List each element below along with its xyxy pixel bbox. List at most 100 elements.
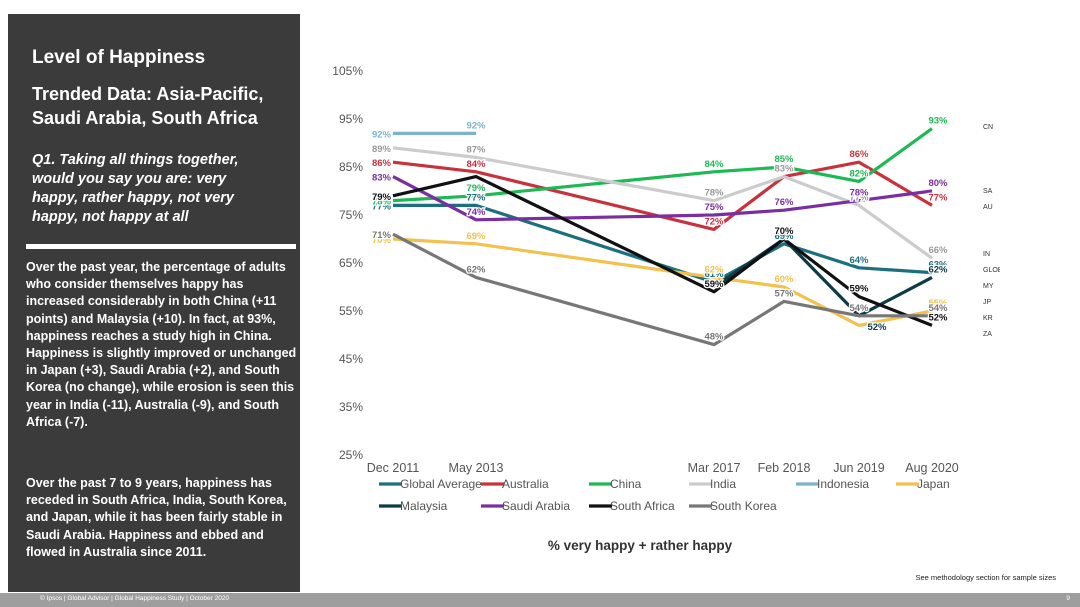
data-label: 77% — [372, 201, 392, 212]
country-code-label: CN — [983, 124, 993, 131]
x-tick-label: Mar 2017 — [688, 461, 741, 475]
series-line-saudi-arabia — [392, 175, 933, 222]
data-label: 54% — [928, 303, 948, 314]
data-label: 59% — [704, 279, 724, 290]
y-tick-label: 45% — [339, 352, 363, 366]
series-line-south-africa — [392, 175, 933, 327]
divider — [26, 244, 296, 249]
data-label: 83% — [774, 164, 794, 175]
data-label: 69% — [774, 231, 794, 242]
legend-label: India — [710, 477, 736, 491]
country-code-label: GLOBAL — [983, 267, 1000, 274]
data-label: 86% — [372, 158, 392, 169]
legend-label: China — [610, 477, 642, 491]
happiness-line-chart: 25% 35% 45% 55% 65% 75% 85% 95% 105% Dec 2011 May … — [332, 64, 1000, 513]
series-line-japan — [392, 237, 933, 327]
data-label: 79% — [466, 183, 486, 194]
legend-item-indonesia: Indonesia — [796, 477, 869, 491]
page-title: Level of Happiness — [32, 47, 206, 68]
data-label: 78% — [849, 188, 869, 199]
methodology-note: See methodology section for sample sizes — [915, 573, 1057, 582]
data-label: 64% — [849, 255, 869, 266]
legend-label: Japan — [917, 477, 950, 491]
data-label: 93% — [928, 116, 948, 127]
legend-item-india: India — [689, 477, 736, 491]
data-label: 66% — [928, 245, 948, 256]
x-tick-label: Feb 2018 — [758, 461, 811, 475]
data-label: 74% — [466, 207, 486, 218]
data-label: 84% — [466, 159, 486, 170]
data-label: 52% — [928, 312, 948, 323]
data-label: 79% — [372, 192, 392, 203]
data-label: 86% — [849, 149, 869, 160]
data-label: 63% — [928, 260, 948, 271]
data-label: 89% — [372, 144, 392, 155]
data-label: 82% — [849, 168, 869, 179]
series-line-australia — [392, 160, 933, 231]
data-label: 61% — [704, 269, 724, 280]
legend-item-south-korea: South Korea — [689, 499, 777, 513]
data-label: 78% — [372, 197, 392, 208]
data-label: 59% — [849, 284, 869, 295]
legend-label: South Africa — [610, 499, 675, 513]
legend-label: Indonesia — [817, 477, 869, 491]
summary-paragraph-1: Over the past year, the percentage of ad… — [26, 260, 297, 429]
data-label: 55% — [928, 298, 948, 309]
data-label: 78% — [704, 188, 724, 199]
data-label: 87% — [466, 144, 486, 155]
series-line-china — [392, 127, 933, 203]
data-label: 60% — [774, 274, 794, 285]
data-label: 62% — [704, 264, 724, 275]
data-label: 69% — [466, 231, 486, 242]
footer-source: © Ipsos | Global Advisor | Global Happin… — [40, 595, 230, 602]
data-label: 75% — [704, 202, 724, 213]
legend-item-china: China — [589, 477, 642, 491]
summary-paragraph-2: Over the past 7 to 9 years, happiness ha… — [26, 476, 287, 559]
y-tick-label: 105% — [332, 64, 363, 78]
legend-item-global-average: Global Average — [379, 477, 482, 491]
data-label: 77% — [466, 192, 486, 203]
data-label: 48% — [704, 332, 724, 343]
data-label: 54% — [849, 303, 869, 314]
legend-label: Saudi Arabia — [502, 499, 570, 513]
series-line-malaysia — [713, 237, 933, 318]
series-line-india — [392, 146, 933, 260]
y-tick-label: 65% — [339, 256, 363, 270]
country-code-label: IN — [983, 251, 990, 258]
data-label: 84% — [704, 159, 724, 170]
legend-label: Global Average — [400, 477, 482, 491]
data-label: 85% — [774, 154, 794, 165]
legend-item-malaysia: Malaysia — [379, 499, 448, 513]
x-tick-label: May 2013 — [449, 461, 504, 475]
legend-item-australia: Australia — [481, 477, 549, 491]
country-code-label: JP — [983, 299, 992, 306]
y-tick-label: 25% — [339, 448, 363, 462]
data-label: 70% — [774, 226, 794, 237]
data-label: 76% — [774, 197, 794, 208]
survey-question: Q1. Taking all things together, would yo… — [32, 152, 239, 225]
x-tick-label: Jun 2019 — [833, 461, 884, 475]
data-label: 52% — [867, 322, 887, 333]
legend-label: South Korea — [710, 499, 777, 513]
summary-panel: Level of Happiness Trended Data: Asia-Pa… — [8, 14, 300, 592]
data-label: 72% — [704, 216, 724, 227]
data-label: 70% — [372, 235, 392, 246]
data-label: 77% — [928, 192, 948, 203]
data-label: 57% — [774, 288, 794, 299]
data-label: 83% — [372, 173, 392, 184]
y-tick-label: 95% — [339, 112, 363, 126]
y-tick-label: 35% — [339, 400, 363, 414]
data-label: 77% — [849, 192, 869, 203]
legend-item-saudi-arabia: Saudi Arabia — [481, 499, 570, 513]
data-label: 62% — [928, 264, 948, 275]
country-code-label: SA — [983, 188, 993, 195]
y-tick-label: 85% — [339, 160, 363, 174]
x-tick-label: Dec 2011 — [367, 461, 420, 475]
y-tick-label: 55% — [339, 304, 363, 318]
data-label: 92% — [466, 120, 486, 131]
data-label: 62% — [466, 264, 486, 275]
country-code-label: ZA — [983, 331, 992, 338]
country-code-label: KR — [983, 315, 993, 322]
page-number: 9 — [1066, 595, 1070, 602]
